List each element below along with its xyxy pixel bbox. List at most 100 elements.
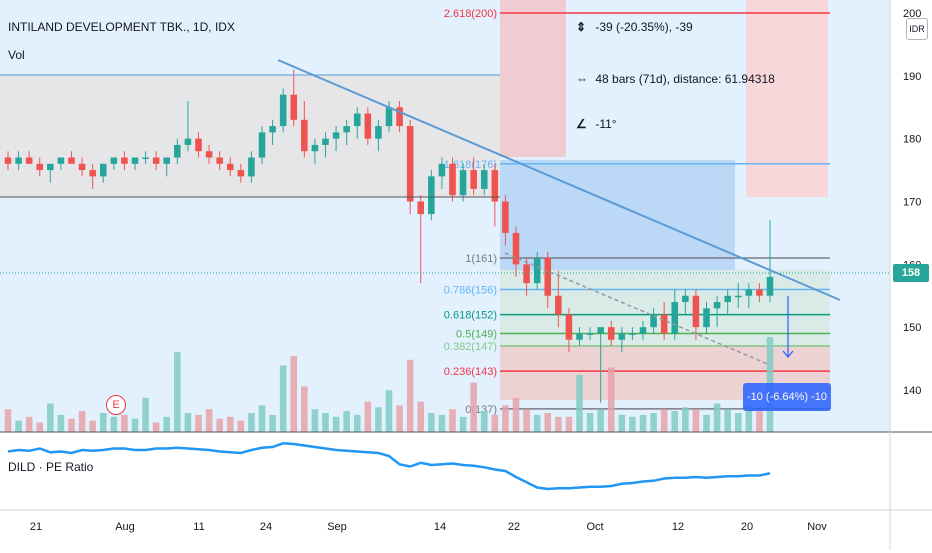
candle-body: [396, 107, 403, 127]
volume-bar: [142, 397, 149, 432]
y-tick-label: 150: [903, 322, 921, 334]
pe-ratio-line: [7, 442, 771, 491]
volume-bar: [353, 414, 361, 432]
currency-badge[interactable]: IDR: [906, 18, 928, 40]
volume-bar: [131, 418, 139, 432]
volume-bar: [470, 382, 477, 432]
measure-shade-left: [500, 0, 566, 157]
volume-bar: [650, 413, 657, 432]
candle-body: [523, 264, 530, 284]
volume-bar: [724, 409, 731, 432]
fib-label: 1(161): [465, 253, 497, 265]
volume-bar: [734, 413, 742, 432]
candle-body: [597, 327, 604, 334]
fib-label: 0.382(147): [444, 341, 497, 353]
volume-bar: [311, 409, 319, 432]
candle-body: [480, 170, 488, 189]
volume-bar: [756, 411, 763, 432]
x-tick-label: Nov: [807, 521, 827, 533]
volume-bar: [226, 416, 234, 432]
y-tick-label: 170: [903, 197, 921, 209]
candle-body: [724, 295, 731, 303]
volume-bar: [68, 418, 75, 432]
trendline: [277, 59, 841, 301]
measure-price-change: -39 (-20.35%), -39: [595, 20, 693, 34]
volume-bar: [586, 413, 594, 432]
candle-body: [174, 144, 181, 158]
candle-body: [36, 163, 44, 171]
fib-layer: 2.618(200) 1.618(176) 1(161) 0.786(156) 0.61…: [444, 8, 830, 416]
candle-body: [279, 94, 287, 127]
volume-label[interactable]: Vol: [8, 48, 25, 62]
measure-tooltip: ⇕ -39 (-20.35%), -39 ⇔ 48 bars (71d), di…: [562, 0, 775, 157]
volume-bar: [343, 411, 350, 432]
dashed-trendline: [504, 252, 771, 366]
volume-bar: [406, 359, 414, 432]
candle-body: [121, 157, 128, 164]
x-tick-label: 24: [260, 521, 272, 533]
candle-body: [375, 126, 382, 139]
volume-bar: [597, 409, 604, 432]
candle-body: [258, 132, 266, 158]
candle-body: [322, 138, 329, 145]
volume-bar: [618, 414, 626, 432]
volume-bar: [629, 416, 636, 432]
candle-body: [99, 163, 107, 177]
candle-body: [502, 201, 509, 233]
y-tick-label: 180: [903, 134, 921, 146]
volume-bar: [89, 420, 96, 432]
candle-body: [364, 113, 372, 139]
volume-bar: [322, 413, 329, 432]
candle-body: [618, 333, 626, 340]
volume-bar: [269, 414, 276, 432]
fib-label: 0.236(143): [444, 366, 497, 378]
fib-label: 0.5(149): [456, 328, 497, 340]
candle-body: [650, 314, 657, 328]
candle-body: [766, 276, 774, 296]
ruler-result-label: -10 (-6.64%) -10: [743, 383, 831, 411]
candle-body: [195, 138, 202, 152]
x-tick-label: 12: [672, 521, 684, 533]
candle-body: [756, 289, 763, 296]
measure-price-row: ⇕ -39 (-20.35%), -39: [576, 20, 693, 34]
symbol-title[interactable]: INTILAND DEVELOPMENT TBK., 1D, IDX: [8, 20, 235, 34]
candle-body: [237, 170, 245, 177]
fib-label: 2.618(200): [444, 8, 497, 20]
axis-layer: 14015016017018019020021Aug1124Sep1422Oct…: [30, 8, 921, 533]
volume-bar: [301, 386, 308, 432]
x-tick-label: Oct: [586, 521, 603, 533]
candle-body: [671, 302, 679, 334]
volume-bar: [4, 409, 12, 432]
y-tick-label: 200: [903, 8, 921, 20]
volume-bar: [544, 413, 552, 432]
candle-body: [290, 94, 298, 120]
last-price-tag: 158: [893, 264, 929, 282]
volume-bar: [555, 416, 562, 432]
y-tick-label: 190: [903, 71, 921, 83]
volume-bar: [174, 352, 181, 432]
measure-bars-range: 48 bars (71d), distance: 61.94318: [595, 72, 775, 86]
range-box: [0, 75, 500, 197]
candle-body: [555, 295, 562, 315]
candle-body: [586, 333, 594, 335]
volume-bar: [428, 413, 435, 432]
fib-label: 0.786(156): [444, 284, 497, 296]
candle-body: [417, 201, 425, 215]
volume-bar: [639, 414, 647, 432]
indicator-label[interactable]: DILD · PE Ratio: [8, 460, 94, 474]
earnings-icon[interactable]: E: [106, 395, 126, 415]
y-tick-label: 140: [903, 385, 921, 397]
volume-bar: [47, 403, 54, 432]
volume-bar: [565, 416, 573, 432]
pe-layer: [7, 442, 771, 491]
candle-body: [533, 258, 541, 284]
candle-body: [343, 126, 350, 133]
volume-bar: [216, 418, 223, 432]
candle-body: [576, 333, 583, 340]
volume-bar: [248, 413, 255, 432]
volume-bar: [512, 397, 520, 432]
candle-layer: [4, 69, 774, 403]
volume-bar: [290, 356, 298, 432]
measure-angle-row: ∠ -11°: [576, 117, 617, 131]
